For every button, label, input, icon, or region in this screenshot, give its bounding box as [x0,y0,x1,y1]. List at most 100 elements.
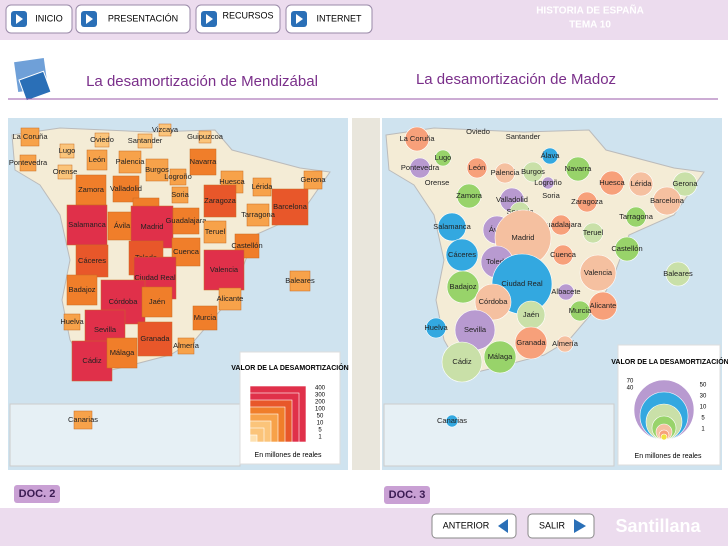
nav-button[interactable]: PRESENTACIÓN [75,4,191,34]
region-label: Sevilla [94,325,117,334]
region-label: Huelva [424,323,448,332]
region-label: Ciudad Real [501,279,543,288]
region-square [66,204,108,246]
region-label: Jaén [149,297,165,306]
region-circle [466,157,488,179]
button-label[interactable]: SALIR [539,520,566,530]
region-circle [579,254,617,292]
legend-title: VALOR DE LA DESAMORTIZACIÓN [231,363,348,372]
arrow[interactable] [498,519,508,533]
region-label: Canarias [68,415,98,424]
nav-button[interactable]: INTERNET [285,4,373,34]
map-title: La desamortización de Madoz [416,71,616,88]
region-label: Gerona [672,179,698,188]
region-square [271,188,309,226]
region-square [137,321,173,357]
nav-label[interactable]: PRESENTACIÓN [108,13,178,23]
region-label: Pontevedra [9,158,48,167]
region-square [137,133,153,149]
region-label: Pontevedra [401,163,440,172]
region-circle [552,244,574,266]
button-frame[interactable] [75,4,191,34]
button-frame[interactable] [431,513,517,539]
region-label: Zaragoza [204,196,237,205]
region-label: Málaga [110,348,135,357]
region-square [203,249,245,291]
region-label: Lugo [59,146,76,155]
region-square [59,143,75,159]
region-square [158,123,172,137]
region-square [141,286,173,318]
region-square [20,127,40,147]
region-circle [628,171,654,197]
legend: VALOR DE LA DESAMORTIZACIÓN4003002001005… [231,351,349,465]
region-label: Lérida [252,182,274,191]
region-label: Córdoba [109,297,139,306]
region-circle [541,147,559,165]
nav-label[interactable]: INTERNET [317,13,363,23]
button-frame[interactable] [285,4,373,34]
region-square [203,184,237,218]
region-square [73,410,93,430]
region-square [192,305,218,331]
region-label: Toledo [486,257,508,266]
arrow[interactable] [296,14,303,24]
region-square [57,164,73,180]
region-circle [494,162,516,184]
region-label: Ciudad Real [134,273,176,282]
region-circle [557,283,575,301]
region-label: Huelva [60,317,84,326]
nav-label[interactable]: RECURSOS [222,10,273,20]
legend-value: 1 [318,435,322,441]
prev-button[interactable]: ANTERIOR [431,513,517,539]
region-label: Murcia [194,313,217,322]
doc-label: DOC. 3 [389,489,426,501]
region-label: Navarra [565,164,593,173]
legend-value: 5 [701,416,705,422]
region-circle [425,317,447,339]
nav-label[interactable]: INICIO [35,13,63,23]
region-label: Cuenca [173,247,200,256]
legend-value: 70 [627,379,634,385]
button-frame[interactable] [195,4,281,34]
region-label: Cáceres [448,250,476,259]
region-circle [550,214,572,236]
arrow[interactable] [574,519,586,533]
region-label: León [89,155,106,164]
button-label[interactable]: ANTERIOR [443,520,490,530]
nav-button[interactable]: RECURSOS [195,4,281,34]
region-label: La Coruña [399,134,435,143]
arrow[interactable] [16,14,23,24]
region-label: Guipuzcoa [187,132,224,141]
legend-value: 50 [317,414,324,420]
bottom-bar [0,508,728,546]
region-label: Valencia [584,268,613,277]
region-label: Baleares [663,269,693,278]
region-label: Almería [552,339,579,348]
region-label: Huesca [599,178,625,187]
region-label: Madrid [512,233,535,242]
legend-value: 10 [317,421,324,427]
doc-tag [14,485,60,503]
region-circle [522,161,544,183]
canarias-inset [383,403,615,467]
region-label: Orense [425,178,450,187]
button-frame[interactable] [527,513,595,539]
region-label: Lérida [631,179,653,188]
region-label: Cáceres [78,256,106,265]
region-label: Albacete [551,287,580,296]
region-square [303,170,323,190]
nav-button[interactable]: INICIO [5,4,73,34]
icon [18,70,52,102]
exit-button[interactable]: SALIR [527,513,595,539]
arrow[interactable] [206,14,213,24]
region-circle [445,414,459,428]
region-circle [569,300,591,322]
arrow[interactable] [86,14,93,24]
legend-value: 300 [315,393,326,399]
region-label: Granada [516,338,546,347]
region-circle [441,341,483,383]
legend-value: 1 [701,427,705,433]
